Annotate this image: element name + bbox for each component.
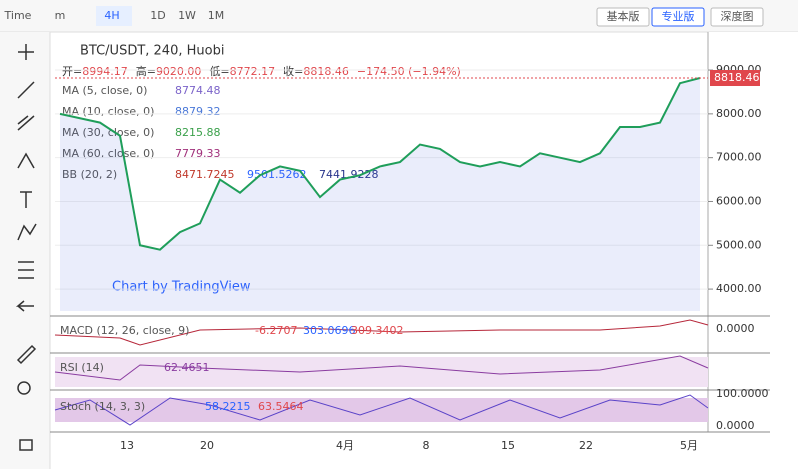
y-tick-label: 7000.00 [716, 151, 762, 164]
indicator-value: 8879.32 [175, 105, 221, 118]
indicator-name: BB (20, 2) [62, 168, 117, 181]
indicator-value: 7441.9228 [319, 168, 379, 181]
y-tick-label: 4000.00 [716, 282, 762, 295]
view-button[interactable] [651, 7, 705, 27]
ohlc-label: 开= [62, 65, 82, 78]
indicator-value: 8774.48 [175, 84, 221, 97]
left-toolbar [0, 32, 50, 469]
price-area [60, 78, 700, 312]
drawing-tools [15, 44, 37, 451]
toolbar-item[interactable]: 4H [104, 9, 119, 22]
ohlc-value: 8994.17 [82, 65, 128, 78]
indicator-name: MA (10, close, 0) [62, 105, 154, 118]
watermark: Chart by TradingView [112, 280, 251, 295]
toolbar-item[interactable]: 1D [150, 9, 165, 22]
ohlc-label: 收= [283, 64, 303, 78]
toolbar-item[interactable]: Time [4, 9, 32, 22]
x-tick-label: 13 [120, 439, 134, 452]
indicator-value: 8215.88 [175, 126, 221, 139]
toolbar-item[interactable]: 1W [178, 9, 196, 22]
stoch-axis: 100.0000 [716, 387, 769, 400]
stoch-axis: 0.0000 [716, 419, 755, 432]
last-price-box [710, 70, 760, 87]
y-tick-label: 5000.00 [716, 238, 762, 251]
indicator-name: MA (30, close, 0) [62, 126, 154, 139]
x-tick-label: 5月 [680, 439, 698, 452]
x-tick-label: 8 [423, 439, 430, 452]
y-tick-label: 6000.00 [716, 194, 762, 207]
x-tick-label: 15 [501, 439, 515, 452]
ohlc-value: 8772.17 [230, 65, 276, 78]
indicator-name: RSI (14) [60, 361, 104, 374]
indicator-value: 303.0696 [303, 324, 356, 337]
indicator-value: 7779.33 [175, 147, 221, 160]
indicator-name: MA (5, close, 0) [62, 84, 147, 97]
price-line [59, 77, 701, 251]
view-label[interactable]: 专业版 [662, 9, 695, 23]
macd-axis: 0.0000 [716, 322, 755, 335]
x-tick-label: 22 [579, 439, 593, 452]
indicator-name: Stoch (14, 3, 3) [60, 400, 145, 413]
indicator-value: 62.4651 [164, 361, 210, 374]
indicator-value: 309.3402 [351, 324, 404, 337]
ohlc-label: 高= [136, 64, 156, 78]
indicator-name: MA (60, close, 0) [62, 147, 154, 160]
price-chart: 4000.005000.006000.007000.008000.009000.… [55, 63, 762, 452]
y-tick-label: 8000.00 [716, 107, 762, 120]
view-label[interactable]: 基本版 [607, 9, 640, 23]
last-price-label: 8818.46 [714, 71, 760, 84]
indicator-value: 58.2215 [205, 400, 251, 413]
toolbar-item[interactable]: 1M [208, 9, 225, 22]
indicator-value: 8471.7245 [175, 168, 235, 181]
symbol: BTC/USDT, 240, Huobi [80, 44, 224, 59]
x-tick-label: 4月 [336, 439, 354, 452]
indicator-name: MACD (12, 26, close, 9) [60, 324, 189, 337]
indicator-value: 63.5464 [258, 400, 304, 413]
view-button[interactable] [710, 7, 764, 27]
ohlc-value: 9020.00 [156, 65, 202, 78]
view-button[interactable] [596, 7, 650, 27]
indicator-value: -6.2707 [255, 324, 297, 337]
legend: 开= 8994.17 高= 9020.00 低= 8772.17 收= 8818.46 −174… [62, 64, 461, 181]
ohlc-label: 低= [209, 65, 229, 78]
selected-interval [96, 6, 132, 26]
x-tick-label: 20 [200, 439, 214, 452]
view-label[interactable]: 深度图 [721, 9, 754, 23]
toolbar-item[interactable]: m [55, 9, 66, 22]
change: −174.50 (−1.94%) [357, 65, 461, 78]
indicator-value: 9501.5262 [247, 168, 307, 181]
ohlc-value: 8818.46 [303, 65, 349, 78]
